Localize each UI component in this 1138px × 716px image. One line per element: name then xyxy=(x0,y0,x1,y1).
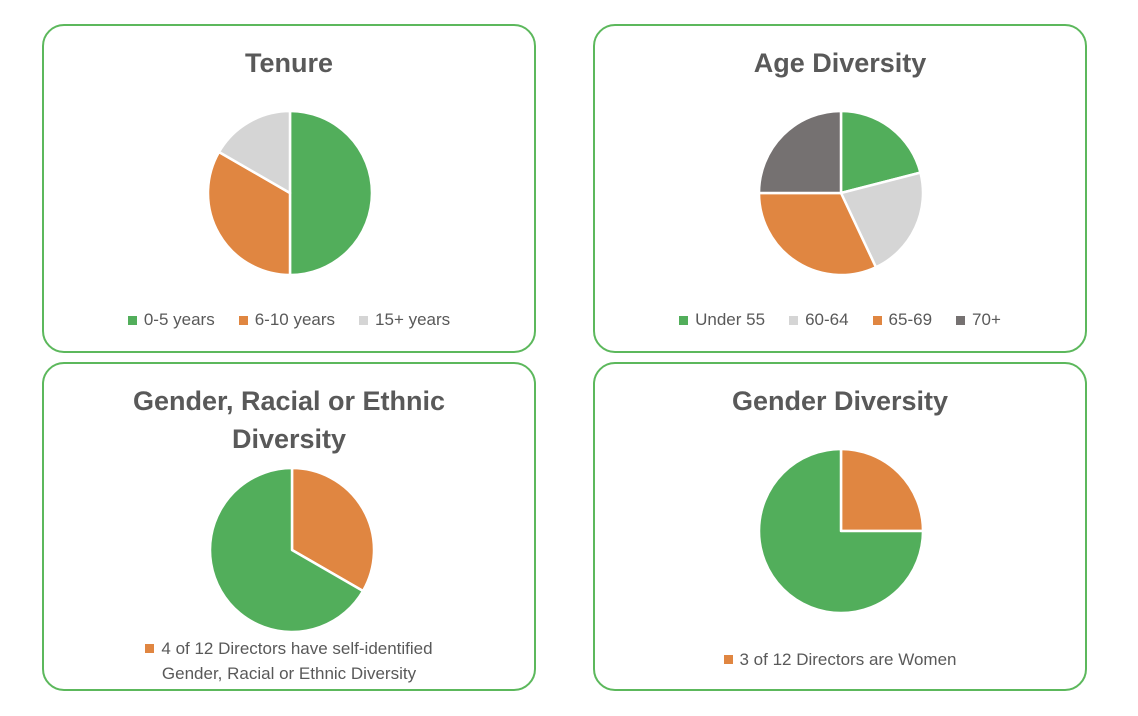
legend-item: 4 of 12 Directors have self-identified xyxy=(44,636,534,661)
tenure-pie-chart xyxy=(206,109,374,277)
legend-label: 3 of 12 Directors are Women xyxy=(739,650,957,669)
gender-diversity-pie-chart xyxy=(757,447,925,615)
legend-label: 0-5 years xyxy=(143,310,215,329)
age-diversity-panel: Age Diversity Under 55 60-64 65-69 70+ xyxy=(593,24,1087,353)
pie-slice xyxy=(839,447,925,533)
legend-label: 4 of 12 Directors have self-identified xyxy=(161,639,433,658)
legend-item: 65-69 xyxy=(872,310,933,330)
legend-swatch xyxy=(145,644,155,653)
pie-slice xyxy=(206,150,292,277)
tenure-legend: 0-5 years 6-10 years 15+ years xyxy=(44,310,534,330)
pie-slice xyxy=(288,109,374,277)
gender-racial-ethnic-pie-chart xyxy=(208,466,376,634)
pie-slice xyxy=(839,109,922,195)
pie-slice xyxy=(757,109,843,195)
legend-swatch xyxy=(789,315,799,325)
legend-label: Under 55 xyxy=(695,310,766,329)
legend-label-continued: Gender, Racial or Ethnic Diversity xyxy=(161,664,417,683)
legend-label: 70+ xyxy=(972,310,1001,329)
pie-slice xyxy=(208,466,365,634)
legend-item: 0-5 years xyxy=(127,310,215,330)
legend-swatch xyxy=(679,315,689,325)
pie-slice xyxy=(290,466,376,593)
age-diversity-title: Age Diversity xyxy=(753,48,927,78)
legend-swatch xyxy=(723,655,733,664)
legend-item: 6-10 years xyxy=(238,310,336,330)
age-diversity-legend: Under 55 60-64 65-69 70+ xyxy=(595,310,1085,330)
legend-item: Under 55 xyxy=(679,310,765,330)
title-line: Diversity xyxy=(231,424,347,454)
legend-item: 15+ years xyxy=(359,310,450,330)
gender-racial-ethnic-panel: Gender, Racial or Ethnic Diversity 4 of … xyxy=(42,362,536,691)
gender-diversity-panel: Gender Diversity 3 of 12 Directors are W… xyxy=(593,362,1087,691)
gender-diversity-legend: 3 of 12 Directors are Women xyxy=(595,647,1085,672)
legend-label: 15+ years xyxy=(375,310,451,329)
legend-swatch xyxy=(238,315,248,325)
legend-swatch xyxy=(127,315,137,325)
legend-label: 6-10 years xyxy=(254,310,336,329)
legend-swatch xyxy=(956,315,966,325)
title-line: Gender, Racial or Ethnic xyxy=(132,386,446,416)
gender-diversity-title: Gender Diversity xyxy=(731,386,949,416)
gender-racial-ethnic-title: Gender, Racial or Ethnic Diversity xyxy=(44,382,534,458)
tenure-panel: Tenure 0-5 years 6-10 years 15+ years xyxy=(42,24,536,353)
pie-slice xyxy=(217,109,292,195)
age-diversity-pie-chart xyxy=(757,109,925,277)
legend-item: 3 of 12 Directors are Women xyxy=(595,647,1085,672)
tenure-title: Tenure xyxy=(244,48,333,78)
legend-swatch xyxy=(359,315,369,325)
gender-racial-ethnic-legend: 4 of 12 Directors have self-identified G… xyxy=(44,636,534,686)
legend-label: 65-69 xyxy=(888,310,933,329)
legend-label: 60-64 xyxy=(805,310,849,329)
pie-slice xyxy=(757,191,878,277)
pie-slice xyxy=(757,447,925,615)
legend-item: 70+ xyxy=(956,310,1001,330)
pie-slice xyxy=(839,171,925,269)
legend-item: 60-64 xyxy=(789,310,849,330)
legend-swatch xyxy=(872,315,882,325)
